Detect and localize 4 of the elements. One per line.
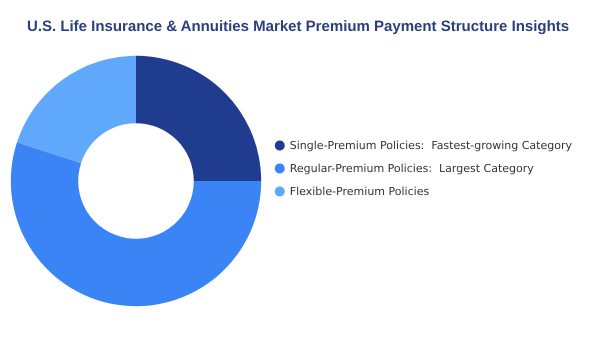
legend-label: Regular-Premium Policies: Largest Category bbox=[290, 162, 534, 175]
chart-title: U.S. Life Insurance & Annuities Market Premium Payment Structure Insights bbox=[27, 18, 570, 35]
legend-label: Flexible-Premium Policies bbox=[290, 185, 430, 198]
legend-label: Single-Premium Policies: Fastest-growing Category bbox=[290, 139, 572, 152]
